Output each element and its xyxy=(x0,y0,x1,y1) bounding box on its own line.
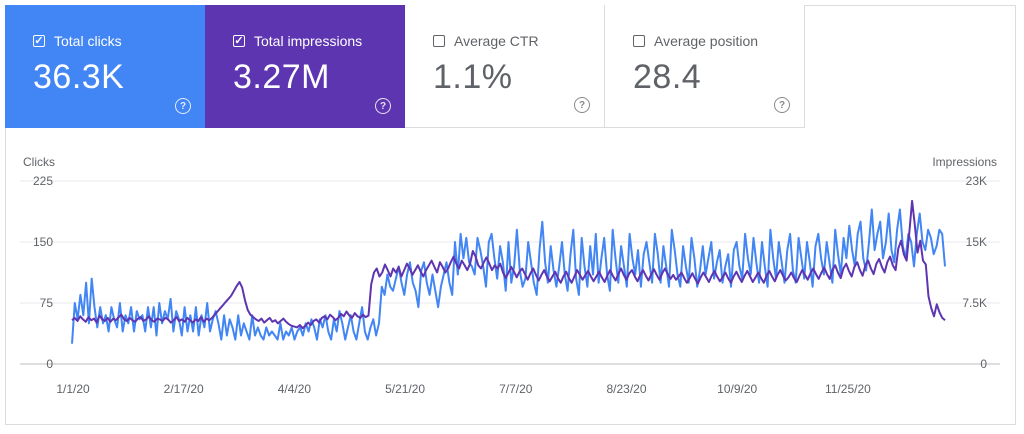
card-value: 1.1% xyxy=(433,58,513,96)
x-tick-label: 5/21/20 xyxy=(385,382,425,396)
y-right-axis-label: Impressions xyxy=(932,155,997,169)
series-line-clicks xyxy=(71,208,946,344)
y-left-tick-label: 0 xyxy=(46,357,53,371)
help-icon[interactable]: ? xyxy=(175,98,191,114)
help-icon[interactable]: ? xyxy=(375,98,391,114)
x-tick-label: 2/17/20 xyxy=(164,382,204,396)
checkbox-unchecked-icon[interactable] xyxy=(633,35,645,47)
card-total-clicks[interactable]: ✓ Total clicks 36.3K ? xyxy=(5,5,205,128)
y-left-tick-label: 225 xyxy=(33,174,53,188)
help-icon[interactable]: ? xyxy=(774,97,790,113)
y-right-tick-label: 0 xyxy=(980,357,987,371)
x-tick-label: 10/9/20 xyxy=(717,382,757,396)
checkbox-unchecked-icon[interactable] xyxy=(433,35,445,47)
y-right-tick-label: 7.5K xyxy=(962,296,987,310)
x-tick-label: 4/4/20 xyxy=(278,382,312,396)
card-average-ctr[interactable]: Average CTR 1.1% ? xyxy=(405,5,605,128)
card-label: Total clicks xyxy=(54,33,122,49)
card-label: Total impressions xyxy=(254,33,363,49)
y-right-tick-label: 23K xyxy=(966,174,987,188)
card-value: 3.27M xyxy=(233,58,330,96)
card-average-position[interactable]: Average position 28.4 ? xyxy=(605,5,805,128)
checkbox-checked-icon[interactable]: ✓ xyxy=(233,34,245,47)
help-icon[interactable]: ? xyxy=(574,97,590,113)
x-tick-label: 7/7/20 xyxy=(499,382,533,396)
card-header: ✓ Total impressions xyxy=(233,33,405,49)
series-line-impressions xyxy=(71,199,946,330)
y-left-axis-label: Clicks xyxy=(23,155,55,169)
x-tick-label: 11/25/20 xyxy=(825,382,871,396)
y-left-tick-label: 150 xyxy=(33,235,53,249)
card-label: Average position xyxy=(654,33,759,49)
checkbox-checked-icon[interactable]: ✓ xyxy=(33,34,45,47)
metric-cards: ✓ Total clicks 36.3K ? ✓ Total impressio… xyxy=(5,5,805,128)
card-header: Average CTR xyxy=(433,33,604,49)
x-tick-label: 1/1/20 xyxy=(56,382,90,396)
card-label: Average CTR xyxy=(454,33,539,49)
card-total-impressions[interactable]: ✓ Total impressions 3.27M ? xyxy=(205,5,405,128)
card-header: Average position xyxy=(633,33,804,49)
card-header: ✓ Total clicks xyxy=(33,33,205,49)
y-right-tick-label: 15K xyxy=(966,235,987,249)
x-tick-label: 8/23/20 xyxy=(606,382,646,396)
card-value: 28.4 xyxy=(633,58,702,96)
card-value: 36.3K xyxy=(33,58,125,96)
y-left-tick-label: 75 xyxy=(40,296,54,310)
